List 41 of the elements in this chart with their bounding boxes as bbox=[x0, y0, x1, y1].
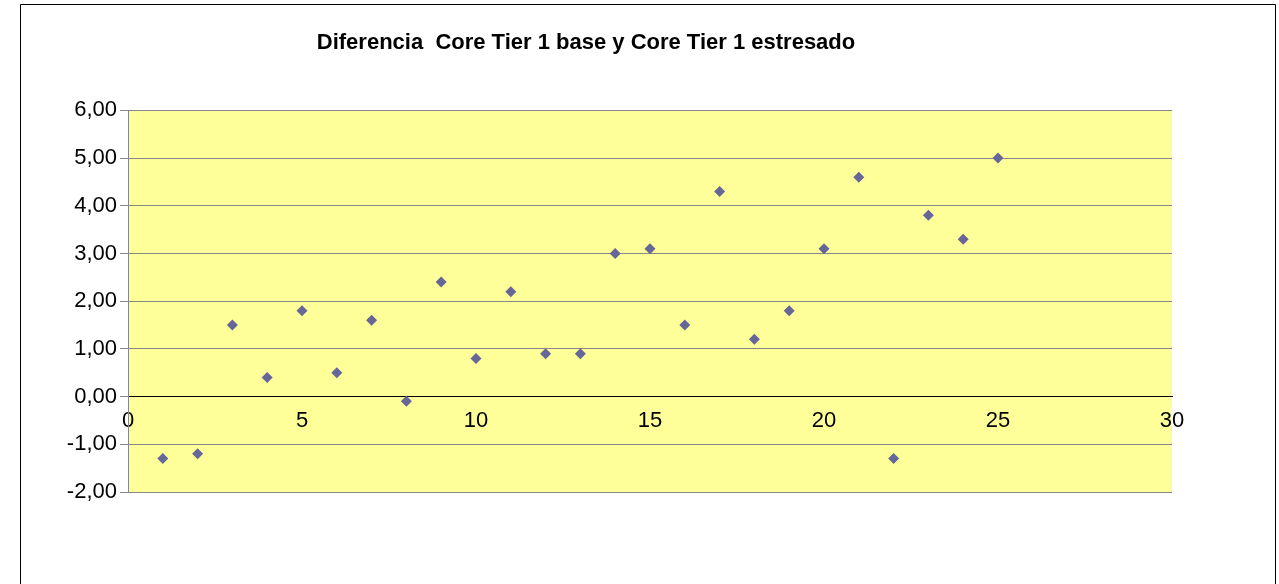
point bbox=[574, 348, 586, 360]
y-tick-label: 6,00 bbox=[74, 96, 117, 122]
y-tick-label: 4,00 bbox=[74, 191, 117, 217]
point bbox=[400, 395, 412, 407]
y-tick-label: 1,00 bbox=[74, 334, 117, 360]
x-tick-label: 15 bbox=[637, 406, 663, 432]
chart-title: Diferencia Core Tier 1 base y Core Tier 1 estresado bbox=[316, 29, 856, 55]
point bbox=[540, 348, 552, 360]
y-tick-label: 2,00 bbox=[74, 287, 117, 313]
point bbox=[296, 305, 308, 317]
point bbox=[366, 314, 378, 326]
point bbox=[157, 453, 169, 465]
x-tick-label: 20 bbox=[811, 406, 837, 432]
point bbox=[922, 209, 934, 221]
point bbox=[435, 276, 447, 288]
point bbox=[748, 333, 760, 345]
point bbox=[679, 319, 691, 331]
point bbox=[226, 319, 238, 331]
point bbox=[609, 248, 621, 259]
point bbox=[192, 448, 204, 460]
point bbox=[714, 185, 726, 197]
x-tick-label: 30 bbox=[1159, 406, 1185, 432]
x-tick-label: 5 bbox=[295, 406, 309, 432]
x-tick-label: 10 bbox=[463, 406, 489, 432]
point bbox=[992, 152, 1004, 164]
point bbox=[888, 453, 900, 465]
point bbox=[783, 305, 795, 317]
point bbox=[505, 286, 517, 298]
y-tick-label: -1,00 bbox=[66, 430, 117, 456]
x-tick-label: 25 bbox=[985, 406, 1011, 432]
point bbox=[957, 233, 969, 245]
y-tick-label: -2,00 bbox=[66, 478, 117, 504]
point bbox=[818, 243, 830, 255]
point bbox=[853, 171, 865, 183]
point bbox=[644, 243, 656, 255]
y-tick-label: 5,00 bbox=[74, 144, 117, 170]
point bbox=[470, 352, 482, 364]
y-tick-label: 0,00 bbox=[74, 382, 117, 408]
y-tick-label: 3,00 bbox=[74, 239, 117, 265]
point bbox=[331, 367, 343, 379]
point bbox=[261, 372, 273, 384]
